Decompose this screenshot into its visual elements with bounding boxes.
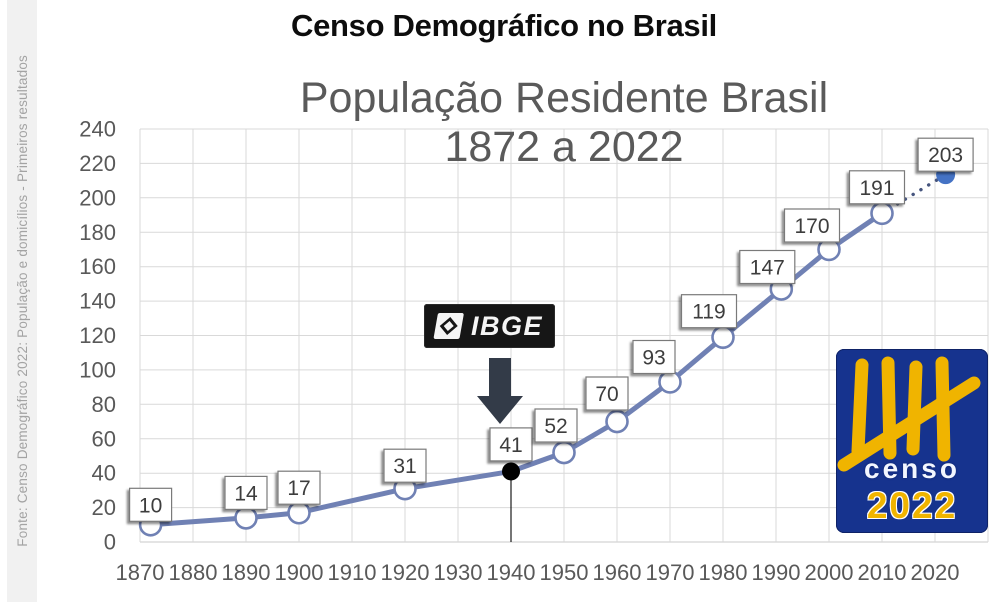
svg-text:140: 140 — [79, 289, 116, 314]
data-label: 41 — [489, 427, 533, 462]
svg-text:1990: 1990 — [752, 560, 801, 585]
svg-text:31: 31 — [393, 455, 416, 478]
data-label: 52 — [534, 408, 578, 443]
svg-text:1870: 1870 — [116, 560, 165, 585]
svg-text:1890: 1890 — [222, 560, 271, 585]
data-label: 93 — [632, 339, 676, 375]
data-point — [605, 409, 629, 434]
data-label: 70 — [585, 376, 629, 411]
svg-text:120: 120 — [79, 323, 116, 348]
svg-text:1920: 1920 — [381, 560, 430, 585]
svg-text:93: 93 — [642, 347, 665, 370]
svg-text:160: 160 — [79, 254, 116, 279]
data-label: 203 — [917, 137, 974, 172]
svg-text:1950: 1950 — [540, 560, 589, 585]
down-arrow-icon — [477, 358, 523, 424]
data-point — [870, 201, 894, 226]
data-label: 17 — [277, 470, 321, 505]
svg-text:1970: 1970 — [646, 560, 695, 585]
data-label: 191 — [848, 170, 906, 205]
x-axis-labels: 1870 1880 1890 1900 1910 1920 1930 1940 1950 1960… — [116, 560, 960, 585]
page-title: Censo Demográfico no Brasil — [291, 8, 717, 43]
data-label: 31 — [383, 448, 427, 483]
data-label: 119 — [680, 294, 738, 329]
svg-text:100: 100 — [79, 357, 116, 382]
chart-title: População Residente Brasil 1872 a 2022 — [140, 74, 988, 172]
data-point — [552, 440, 576, 465]
svg-text:52: 52 — [544, 415, 567, 438]
data-point — [234, 506, 258, 530]
ibge-logo-label: IBGE — [471, 310, 544, 341]
svg-text:2010: 2010 — [858, 560, 907, 585]
svg-text:203: 203 — [928, 144, 963, 167]
data-label: 170 — [783, 208, 841, 243]
svg-text:20: 20 — [92, 495, 116, 520]
svg-text:0: 0 — [104, 530, 116, 555]
data-point — [711, 325, 735, 350]
svg-text:119: 119 — [692, 301, 725, 324]
data-points — [138, 165, 956, 537]
data-point — [658, 370, 682, 394]
svg-text:1940: 1940 — [487, 560, 536, 585]
svg-text:40: 40 — [92, 461, 116, 486]
svg-text:240: 240 — [79, 117, 116, 142]
svg-text:1900: 1900 — [275, 560, 324, 585]
svg-text:191: 191 — [859, 177, 894, 200]
dotted-projection-line — [880, 172, 948, 216]
svg-text:170: 170 — [794, 215, 829, 238]
chart-title-line2: 1872 a 2022 — [444, 123, 684, 172]
svg-text:1960: 1960 — [593, 560, 642, 585]
svg-text:1910: 1910 — [328, 560, 377, 585]
svg-text:200: 200 — [79, 185, 116, 210]
svg-text:41: 41 — [499, 434, 522, 457]
svg-text:1980: 1980 — [699, 560, 748, 585]
svg-text:14: 14 — [234, 482, 258, 505]
svg-text:10: 10 — [139, 494, 162, 517]
chart-title-line1: População Residente Brasil — [299, 74, 829, 122]
ibge-logo: IBGE — [424, 304, 556, 348]
tally-marks-icon — [837, 356, 981, 472]
censo-logo-year: 2022 — [866, 485, 958, 526]
svg-text:220: 220 — [79, 151, 116, 176]
censo-2022-logo: censo 2022 — [836, 349, 988, 533]
data-label: 10 — [129, 487, 173, 522]
svg-text:1880: 1880 — [169, 560, 218, 585]
y-axis-labels: 0 20 40 60 80 100 120 140 160 180 200 220 240 — [79, 117, 116, 555]
data-point-highlight — [502, 462, 520, 481]
data-label: 14 — [224, 475, 268, 510]
svg-text:80: 80 — [92, 392, 116, 417]
svg-text:1930: 1930 — [434, 560, 483, 585]
source-strip: Fonte: Censo Demográfico 2022: População… — [7, 0, 37, 602]
svg-text:2000: 2000 — [805, 560, 854, 585]
data-label: 147 — [739, 249, 796, 285]
censo-logo-word: censo — [864, 453, 960, 484]
svg-text:17: 17 — [287, 477, 310, 500]
data-point — [287, 500, 311, 525]
svg-text:70: 70 — [595, 383, 618, 406]
ibge-emblem-icon — [433, 313, 464, 339]
data-labels: 10 14 17 31 41 52 70 93 119 147 170 191 203 — [129, 137, 974, 522]
svg-text:60: 60 — [92, 426, 116, 451]
svg-text:2020: 2020 — [911, 560, 960, 585]
svg-text:180: 180 — [79, 220, 116, 245]
svg-text:147: 147 — [750, 257, 785, 280]
